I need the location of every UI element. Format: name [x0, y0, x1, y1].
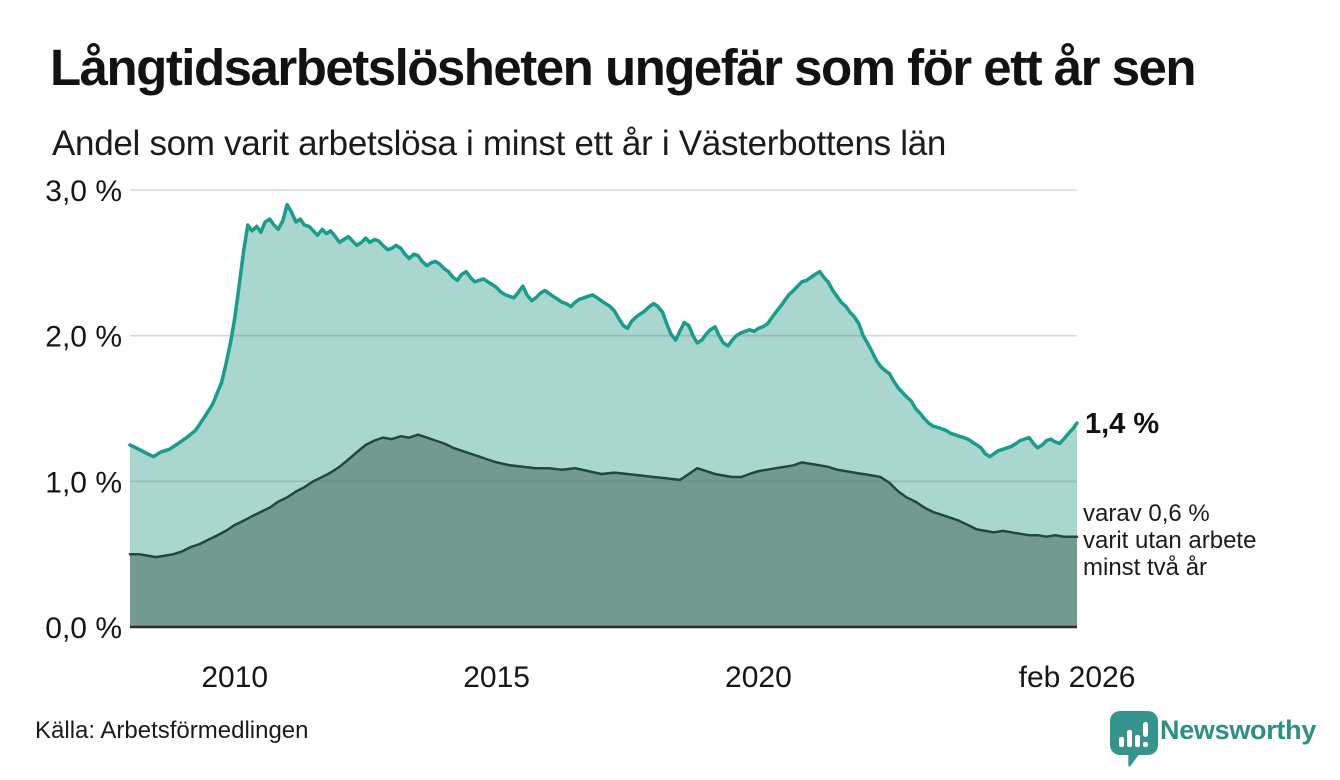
x-tick-label: 2020: [725, 661, 792, 694]
series-area-1: [130, 434, 1077, 627]
series-line-1: [128, 433, 1079, 559]
chart-subtitle: Andel som varit arbetslösa i minst ett å…: [52, 124, 947, 163]
series-line-0: [128, 202, 1079, 459]
source-caption: Källa: Arbetsförmedlingen: [35, 717, 309, 744]
end-value-label: 1,4 %: [1085, 408, 1160, 440]
x-tick-label: feb 2026: [1019, 661, 1136, 694]
brand-wordmark: Newsworthy: [1160, 715, 1317, 745]
series-note: varav 0,6 % varit utan arbete minst två …: [1083, 500, 1257, 581]
y-tick-label: 0,0 %: [45, 612, 122, 645]
y-tick-label: 1,0 %: [45, 466, 122, 499]
y-tick-label: 2,0 %: [45, 321, 122, 354]
newsworthy-logo-icon: [1110, 711, 1158, 767]
x-tick-label: 2010: [201, 661, 268, 694]
x-tick-label: 2015: [463, 661, 530, 694]
chart-title: Långtidsarbetslösheten ungefär som för e…: [50, 39, 1197, 96]
y-tick-label: 3,0 %: [45, 175, 122, 208]
